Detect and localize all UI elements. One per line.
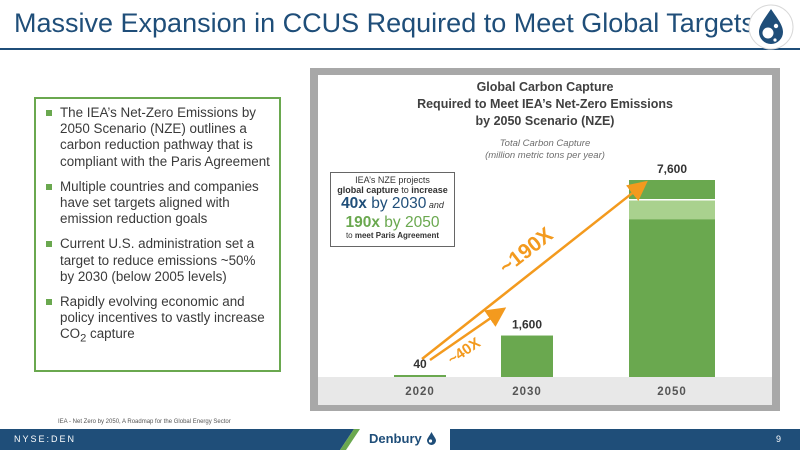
x-tick-2030: 2030 [512, 386, 542, 398]
value-label-2020: 40 [413, 357, 427, 371]
bullet-item: Rapidly evolving economic and policy inc… [46, 294, 271, 347]
title-divider [0, 48, 800, 50]
footer-brand-panel [340, 429, 450, 450]
chart-subtitle-line: Total Carbon Capture [500, 138, 590, 149]
bar-2050-stripe [629, 199, 715, 220]
chart-title-line: Required to Meet IEA’s Net-Zero Emission… [417, 97, 673, 111]
brand-name: Denbury [369, 431, 422, 446]
callout-to: to [398, 185, 412, 195]
bullets-panel: The IEA’s Net-Zero Emissions by 2050 Sce… [34, 97, 281, 372]
bar-2020 [394, 375, 446, 377]
callout-line-4: 190x by 2050 [331, 214, 454, 231]
x-axis-band [318, 377, 772, 405]
annotation-40x: ~40X [445, 334, 484, 368]
brand-drop-icon [427, 432, 436, 445]
bullet-item: The IEA’s Net-Zero Emissions by 2050 Sce… [46, 105, 271, 170]
x-tick-2050: 2050 [657, 386, 687, 398]
callout-line-2: global capture to increase [331, 185, 454, 195]
annotation-190x: ~190X [495, 223, 557, 279]
carbon-capture-chart: Global Carbon Capture Required to Meet IE… [318, 80, 772, 405]
x-tick-2020: 2020 [405, 386, 435, 398]
value-label-2050: 7,600 [657, 162, 687, 176]
chart-title-line: Global Carbon Capture [477, 80, 614, 94]
callout-by-2050: by 2050 [380, 214, 440, 231]
bullet-text: Multiple countries and companies have se… [60, 178, 259, 227]
page-number: 9 [776, 434, 782, 444]
nze-callout-box: IEA’s NZE projects global capture to inc… [330, 172, 455, 247]
growth-arrow-2030 [429, 307, 507, 362]
callout-40x: 40x [341, 195, 367, 212]
callout-to-2: to [345, 231, 355, 240]
denbury-drop-logo [748, 4, 794, 50]
callout-190x: 190x [345, 214, 380, 231]
callout-line-3: 40x by 2030 and [331, 195, 454, 214]
value-label-2030: 1,600 [512, 318, 542, 332]
bullet-text: The IEA’s Net-Zero Emissions by 2050 Sce… [60, 105, 270, 169]
growth-arrow-2050 [421, 180, 648, 360]
ticker-symbol: NYSE:DEN [14, 434, 77, 444]
bullet-square-icon [46, 110, 52, 116]
bar-2030 [501, 335, 553, 377]
bullet-subscript: 2 [80, 333, 87, 346]
bullet-item: Multiple countries and companies have se… [46, 179, 271, 228]
bullet-item: Current U.S. administration set a target… [46, 236, 271, 285]
source-note: IEA - Net Zero by 2050, A Roadmap for th… [58, 419, 231, 425]
chart-title-line: by 2050 Scenario (NZE) [476, 114, 615, 128]
chart-frame: Global Carbon Capture Required to Meet IE… [310, 68, 780, 411]
bullet-text: Rapidly evolving economic and policy inc… [60, 294, 265, 342]
callout-bold-increase: increase [411, 185, 448, 195]
bullet-text: Current U.S. administration set a target… [60, 236, 256, 284]
bullet-text-tail: capture [86, 326, 135, 342]
bullet-square-icon [46, 241, 52, 248]
bullet-square-icon [46, 183, 52, 190]
bullet-square-icon [46, 299, 52, 306]
callout-paris: meet Paris Agreement [354, 231, 440, 240]
callout-line-1: IEA’s NZE projects [355, 175, 430, 185]
callout-by-2030: by 2030 [366, 195, 427, 212]
bullet-list: The IEA’s Net-Zero Emissions by 2050 Sce… [46, 105, 271, 347]
slide-title: Massive Expansion in CCUS Required to Me… [14, 8, 755, 38]
chart-subtitle-line: (million metric tons per year) [485, 150, 605, 161]
callout-line-5: to meet Paris Agreement [331, 231, 454, 241]
callout-and: and [426, 200, 444, 210]
callout-bold-capture: global capture [337, 185, 399, 195]
